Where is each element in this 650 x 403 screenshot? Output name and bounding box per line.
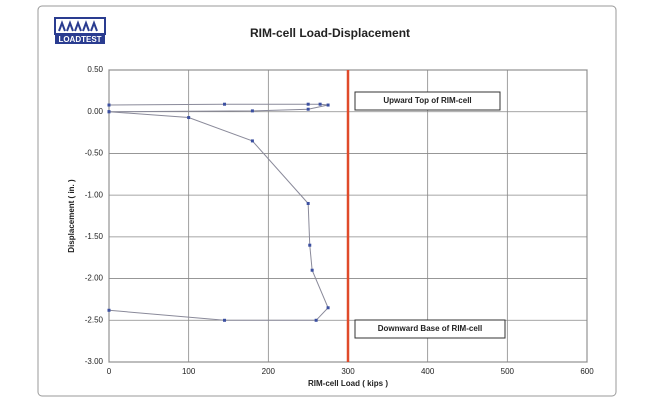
data-point (326, 306, 330, 310)
data-point (187, 116, 191, 120)
data-point (306, 107, 310, 111)
data-point (310, 268, 314, 272)
data-point (223, 318, 227, 322)
series-line (108, 111, 329, 321)
data-point (318, 102, 322, 106)
x-tick-label: 500 (501, 367, 515, 376)
x-tick-label: 0 (107, 367, 112, 376)
x-tick-label: 100 (182, 367, 196, 376)
y-tick-label: 0.50 (87, 65, 103, 74)
y-tick-label: 0.00 (87, 107, 103, 116)
y-tick-label: -1.00 (85, 190, 104, 199)
data-point (107, 110, 111, 114)
chart-title: RIM-cell Load-Displacement (250, 26, 410, 40)
data-point (326, 103, 330, 107)
frame (37, 5, 617, 397)
data-point (314, 318, 318, 322)
data-point (107, 308, 111, 312)
data-point (306, 201, 310, 205)
logo-text: LOADTEST (58, 35, 101, 44)
annotation-box (354, 91, 501, 111)
data-point (308, 243, 312, 247)
data-point (250, 139, 254, 143)
x-axis-label: RIM-cell Load ( kips ) (308, 379, 388, 388)
data-point (107, 103, 111, 107)
y-axis-label: Displacement ( in. ) (67, 179, 76, 253)
data-point (250, 109, 254, 113)
y-tick-label: -2.00 (85, 274, 104, 283)
y-tick-label: -0.50 (85, 149, 104, 158)
annotation: Upward Top of RIM-cell (383, 96, 471, 105)
y-tick-label: -1.50 (85, 232, 104, 241)
x-tick-label: 400 (421, 367, 435, 376)
logo: LOADTEST (54, 17, 106, 44)
annotation: Downward Base of RIM-cell (378, 324, 482, 333)
series-line (108, 103, 329, 113)
annotation-box (354, 319, 506, 339)
x-tick-label: 300 (341, 367, 355, 376)
y-tick-label: -2.50 (85, 315, 104, 324)
data-point (306, 102, 310, 106)
x-tick-label: 600 (580, 367, 594, 376)
x-tick-label: 200 (262, 367, 276, 376)
data-point (223, 102, 227, 106)
y-tick-label: -3.00 (85, 357, 104, 366)
